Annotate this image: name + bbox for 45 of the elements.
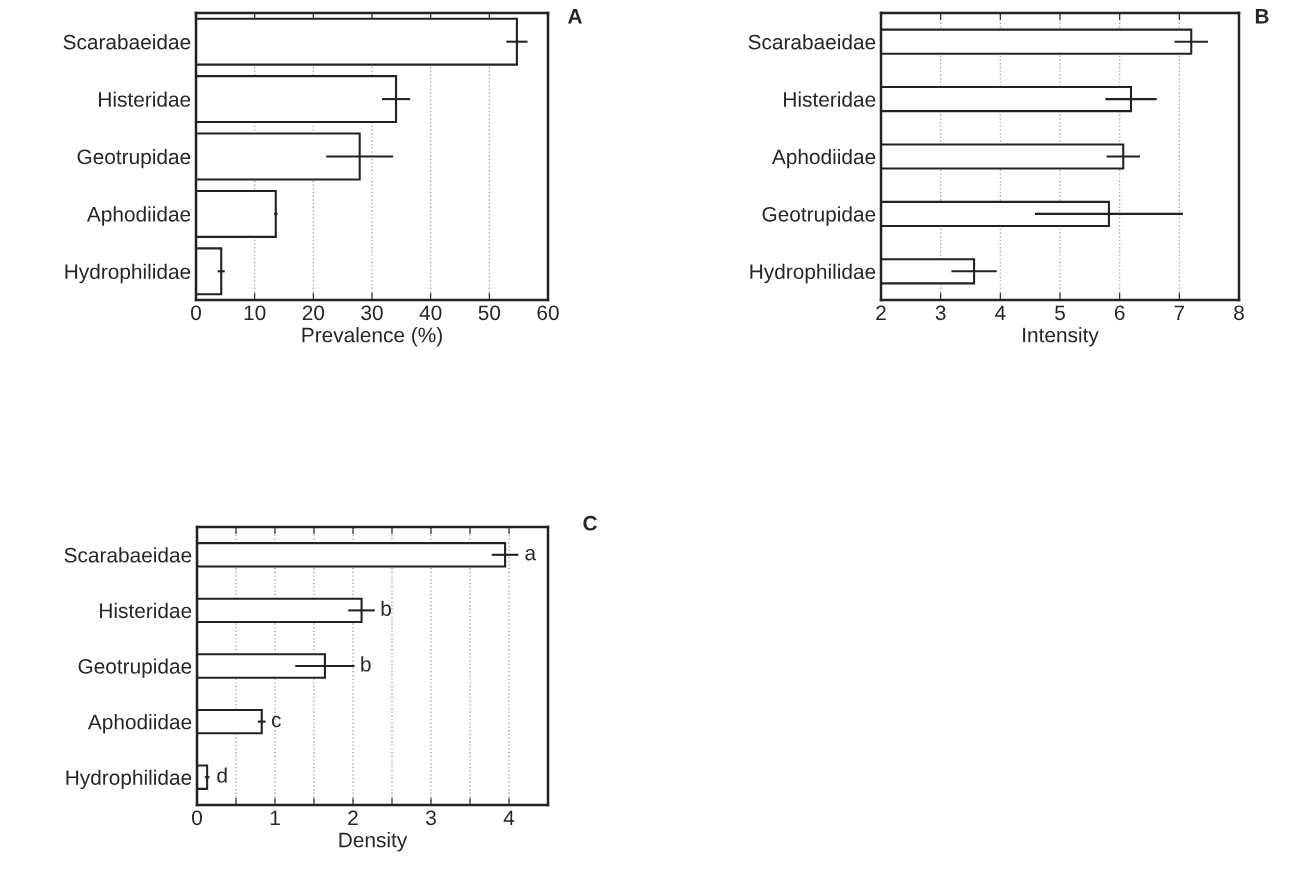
y-tick-label: Aphodiidae: [87, 714, 192, 734]
x-tick-label: 30: [361, 305, 383, 321]
annotation: c: [271, 715, 281, 728]
x-tick-label: 6: [1114, 305, 1125, 321]
x-axis-title: Intensity: [1023, 327, 1099, 347]
y-tick-label: Geotrupidae: [77, 148, 191, 169]
text: B: [1255, 9, 1269, 24]
y-tick-label: Geotrupidae: [762, 206, 876, 226]
x-tick-label: 5: [1055, 305, 1065, 321]
x-tick-label: 60: [537, 305, 559, 321]
y-tick-label: Scarabaeidae: [63, 34, 191, 50]
x-tick-label: 3: [426, 810, 436, 826]
x-tick-label: 3: [935, 305, 946, 321]
y-tick-label: Scarabaeidae: [748, 34, 876, 50]
y-tick-label: Aphodiidae: [771, 148, 876, 169]
x-tick-label: 2: [348, 810, 358, 825]
annotation: b: [361, 656, 371, 672]
x-tick-label: 4: [995, 305, 1006, 320]
x-tick-label: 2: [876, 305, 886, 320]
x-tick-label: 0: [191, 305, 201, 321]
y-tick-label: Hydrophilidae: [750, 263, 876, 284]
x-tick-label: 40: [419, 305, 442, 321]
x-axis-title: Density: [339, 832, 408, 852]
y-tick-label: Histeridae: [784, 91, 876, 107]
y-tick-label: Hydrophilidae: [66, 769, 192, 790]
y-tick-label: Aphodiidae: [86, 206, 191, 226]
x-tick-label: 50: [478, 305, 501, 321]
y-tick-label: Histeridae: [99, 91, 191, 107]
y-tick-label: Hydrophilidae: [65, 263, 191, 284]
x-tick-label: 0: [192, 810, 202, 826]
x-axis-title: Prevalence (%): [302, 327, 442, 347]
x-tick-label: 20: [302, 305, 325, 321]
x-tick-label: 1: [270, 810, 280, 825]
text: A: [567, 9, 582, 24]
text: C: [583, 515, 597, 531]
x-tick-label: 4: [503, 810, 515, 825]
annotation: b: [381, 600, 391, 616]
annotation: a: [525, 548, 537, 561]
x-tick-label: 8: [1234, 305, 1244, 321]
y-tick-label: Histeridae: [100, 602, 192, 619]
y-tick-label: Scarabaeidae: [64, 547, 192, 563]
y-tick-label: Geotrupidae: [78, 658, 192, 678]
x-tick-label: 10: [244, 305, 266, 321]
x-tick-label: 7: [1174, 305, 1185, 320]
annotation: d: [217, 767, 227, 783]
